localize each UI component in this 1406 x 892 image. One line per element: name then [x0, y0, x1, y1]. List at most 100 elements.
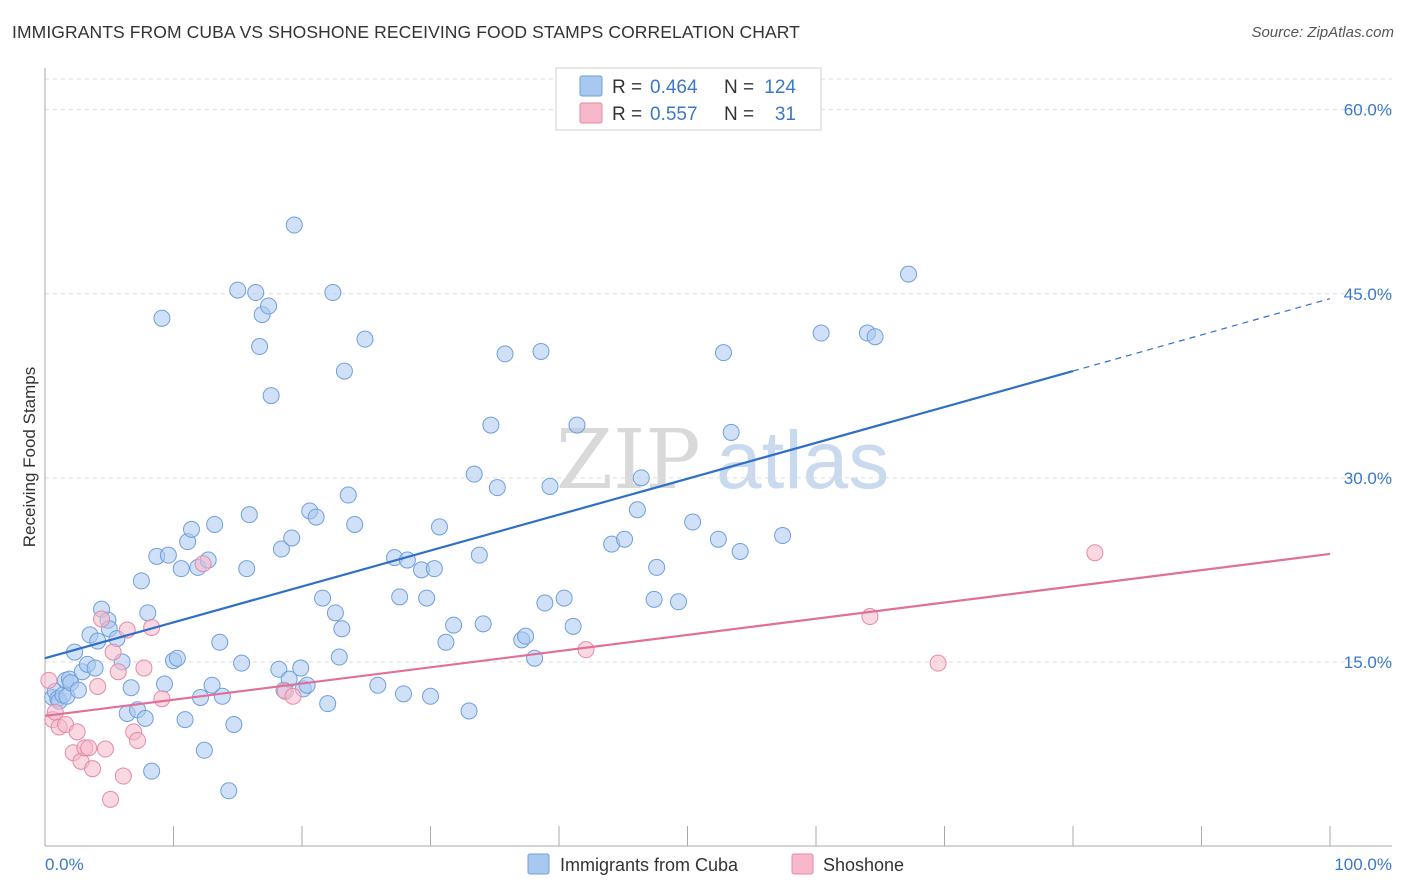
point-shoshone	[80, 739, 98, 757]
point-cuba	[866, 328, 884, 346]
point-cuba	[139, 604, 157, 622]
point-cuba	[536, 594, 554, 612]
point-cuba	[395, 685, 413, 703]
legend-bottom-swatch-shoshone	[791, 853, 814, 875]
point-cuba	[233, 654, 251, 672]
point-cuba	[298, 676, 316, 694]
point-shoshone	[89, 677, 107, 695]
point-cuba	[474, 615, 492, 633]
point-cuba	[195, 741, 213, 759]
point-cuba	[136, 709, 154, 727]
point-shoshone	[577, 641, 595, 659]
point-cuba	[203, 676, 221, 694]
x-ticks	[44, 826, 1331, 846]
point-cuba	[262, 387, 280, 405]
point-cuba	[445, 616, 463, 634]
point-shoshone	[104, 643, 122, 661]
y-tick-label: 15.0%	[1344, 653, 1392, 672]
point-cuba	[333, 620, 351, 638]
point-cuba	[391, 588, 409, 606]
y-tick-labels: 15.0% 30.0% 45.0% 60.0%	[1344, 101, 1392, 672]
legend-top: R = 0.464 N = 124 R = 0.557 N = 31	[555, 67, 822, 131]
point-cuba	[132, 572, 150, 590]
point-cuba	[176, 711, 194, 729]
point-cuba	[211, 633, 229, 651]
point-cuba	[645, 590, 663, 608]
point-cuba	[900, 265, 918, 283]
trend-line-cuba	[44, 370, 1074, 660]
legend-top-r-label-shoshone: R =	[612, 104, 642, 125]
point-cuba	[172, 560, 190, 578]
point-cuba	[229, 281, 247, 299]
x-tick-label: 100.0%	[1334, 855, 1392, 874]
point-cuba	[731, 542, 749, 560]
point-cuba	[356, 330, 374, 348]
point-cuba	[555, 589, 573, 607]
point-cuba	[541, 477, 559, 495]
point-cuba	[319, 695, 337, 713]
point-cuba	[251, 338, 269, 356]
point-cuba	[488, 479, 506, 497]
point-cuba	[774, 527, 792, 545]
point-shoshone	[194, 555, 212, 573]
point-cuba	[326, 604, 344, 622]
point-cuba	[153, 309, 171, 327]
point-cuba	[714, 344, 732, 362]
point-cuba	[339, 486, 357, 504]
point-cuba	[260, 297, 278, 315]
point-shoshone	[109, 663, 127, 681]
trend-line-shoshone	[44, 552, 1331, 718]
point-cuba	[238, 560, 256, 578]
point-cuba	[69, 681, 87, 699]
series-shoshone-points	[40, 544, 1104, 808]
point-shoshone	[40, 671, 58, 689]
point-cuba	[709, 530, 727, 548]
point-shoshone	[102, 790, 120, 808]
point-shoshone	[84, 760, 102, 778]
point-cuba	[122, 679, 140, 697]
point-shoshone	[1086, 544, 1104, 562]
point-cuba	[425, 560, 443, 578]
point-cuba	[247, 284, 265, 302]
legend-top-r-value-cuba: 0.464	[650, 77, 698, 98]
y-axis-label: Receiving Food Stamps	[20, 367, 39, 547]
point-cuba	[517, 627, 535, 645]
point-cuba	[272, 540, 290, 558]
point-cuba	[270, 660, 288, 678]
y-tick-label: 45.0%	[1344, 285, 1392, 304]
point-cuba	[283, 529, 301, 547]
legend-bottom-label-cuba: Immigrants from Cuba	[560, 855, 739, 875]
point-cuba	[285, 216, 303, 234]
point-shoshone	[929, 654, 947, 672]
point-cuba	[314, 589, 332, 607]
point-cuba	[616, 530, 634, 548]
legend-top-n-value-cuba: 124	[764, 77, 796, 98]
y-tick-label: 60.0%	[1344, 101, 1392, 120]
point-shoshone	[129, 731, 147, 749]
x-tick-label: 0.0%	[45, 855, 84, 874]
point-cuba	[346, 515, 364, 533]
legend-top-n-label-cuba: N =	[724, 77, 754, 98]
point-shoshone	[93, 610, 111, 628]
point-cuba	[482, 416, 500, 434]
point-cuba	[206, 515, 224, 533]
series-cuba-points	[44, 216, 918, 800]
point-cuba	[143, 762, 161, 780]
point-cuba	[182, 520, 200, 538]
point-cuba	[812, 324, 830, 342]
legend-top-n-label-shoshone: N =	[724, 104, 754, 125]
point-cuba	[437, 633, 455, 651]
point-shoshone	[96, 740, 114, 758]
point-cuba	[496, 345, 514, 363]
point-cuba	[225, 716, 243, 734]
point-cuba	[568, 416, 586, 434]
point-cuba	[240, 506, 258, 524]
point-cuba	[722, 423, 740, 441]
legend-top-r-label-cuba: R =	[612, 77, 642, 98]
point-cuba	[460, 702, 478, 720]
legend-bottom-swatch-cuba	[527, 853, 550, 875]
point-cuba	[670, 593, 688, 611]
point-cuba	[648, 558, 666, 576]
point-cuba	[684, 513, 702, 531]
